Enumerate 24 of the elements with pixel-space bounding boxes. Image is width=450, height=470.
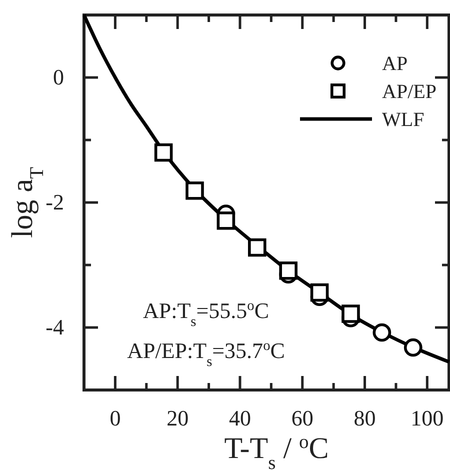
legend-label: AP	[382, 53, 408, 75]
point	[216, 211, 236, 230]
point	[248, 238, 266, 257]
x-tick-label: 60	[291, 406, 314, 431]
point	[404, 338, 422, 357]
annotation: AP/EP:T$_{s}$=35.7$^{o}$C	[127, 338, 285, 370]
x-tick-label: 80	[354, 406, 376, 431]
point	[342, 304, 360, 323]
point	[154, 143, 173, 162]
y-tick-label: -4	[46, 314, 64, 340]
x-tick-label: 0	[110, 406, 121, 431]
legend-label: WLF	[382, 109, 424, 131]
annotation: AP:T$_{s}$=55.5$^{o}$C	[142, 298, 270, 330]
legend-label: AP/EP	[382, 81, 436, 103]
x-tick-label: 100	[410, 406, 444, 431]
x-tick-label: 20	[166, 406, 189, 431]
x-tick-label: 40	[228, 406, 251, 431]
point	[372, 323, 392, 342]
x-axis-title: T-T$_{s}$ / $^{o}$C	[224, 432, 329, 470]
point	[186, 181, 204, 200]
y-tick-label: 0	[53, 64, 64, 90]
point	[310, 283, 329, 302]
y-tick-label: -2	[46, 190, 64, 215]
point	[279, 261, 298, 280]
